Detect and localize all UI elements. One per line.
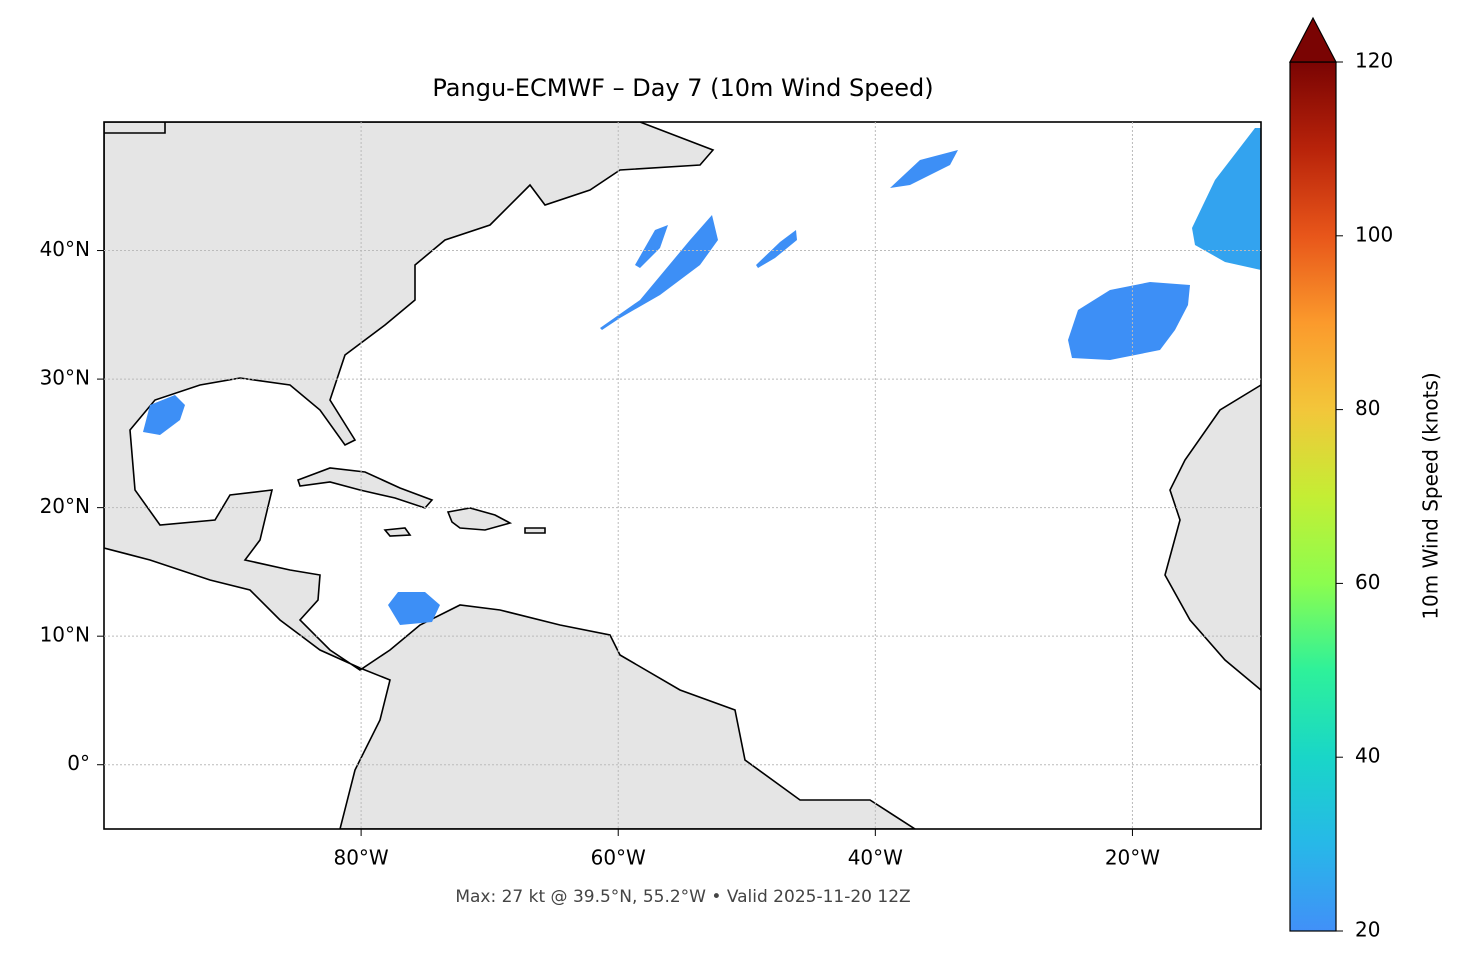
wind-region xyxy=(388,592,440,625)
wind-region xyxy=(143,395,185,435)
map-frame xyxy=(103,121,1262,830)
wind-region xyxy=(635,225,668,268)
wind-region xyxy=(1068,282,1190,360)
colorbar-extend xyxy=(1289,16,1337,63)
y-tick-label: 40°N xyxy=(40,237,90,261)
wind-region xyxy=(890,150,958,188)
wind-region xyxy=(600,215,718,330)
wind-region xyxy=(1192,128,1261,270)
puerto-rico xyxy=(524,527,546,534)
colorbar-tick-label: 20 xyxy=(1355,918,1380,942)
colorbar-tick-label: 100 xyxy=(1355,222,1393,246)
footnote: Max: 27 kt @ 39.5°N, 55.2°W • Valid 2025… xyxy=(455,887,910,907)
colorbar-tick-label: 60 xyxy=(1355,570,1380,594)
colorbar-tick-label: 120 xyxy=(1355,49,1393,73)
y-tick-label: 0° xyxy=(67,751,90,775)
x-tick-label: 80°W xyxy=(333,846,388,870)
americas xyxy=(104,122,917,829)
wind-region xyxy=(756,230,797,268)
y-tick-label: 20°N xyxy=(40,494,90,518)
y-tick-label: 30°N xyxy=(40,366,90,390)
chart-title: Pangu-ECMWF – Day 7 (10m Wind Speed) xyxy=(432,74,933,102)
hispaniola xyxy=(446,507,513,531)
colorbar xyxy=(1289,61,1337,932)
colorbar-label: 10m Wind Speed (knots) xyxy=(1419,372,1443,619)
y-tick-label: 10°N xyxy=(40,623,90,647)
jamaica xyxy=(383,527,412,537)
greenland-edge xyxy=(104,122,166,134)
x-tick-label: 40°W xyxy=(848,846,903,870)
africa xyxy=(1164,384,1261,691)
colorbar-tick-label: 40 xyxy=(1355,744,1380,768)
x-tick-label: 20°W xyxy=(1105,846,1160,870)
x-tick-label: 60°W xyxy=(591,846,646,870)
colorbar-tick-label: 80 xyxy=(1355,396,1380,420)
map xyxy=(104,122,1261,829)
